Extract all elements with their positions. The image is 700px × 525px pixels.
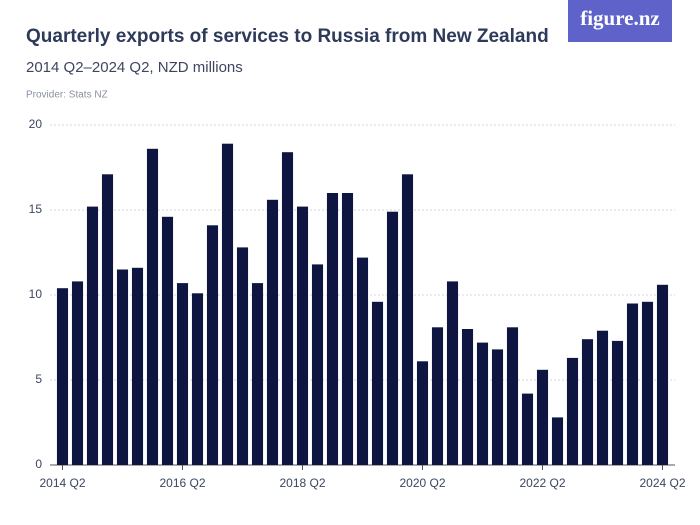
bar — [161, 216, 174, 465]
bar — [581, 339, 594, 465]
bar — [491, 349, 504, 465]
x-tick-label: 2020 Q2 — [399, 476, 445, 490]
bar — [536, 369, 549, 465]
bar — [566, 357, 579, 465]
y-tick-label: 10 — [29, 287, 43, 301]
bar — [176, 283, 189, 465]
bar — [56, 288, 69, 465]
bar — [86, 206, 99, 465]
bar — [311, 264, 324, 465]
bar — [236, 247, 249, 465]
bar — [356, 257, 369, 465]
bar — [71, 281, 84, 465]
bar — [296, 206, 309, 465]
bar — [146, 148, 159, 466]
bar — [611, 340, 624, 465]
y-tick-label: 5 — [35, 372, 42, 386]
bar — [251, 283, 264, 465]
bar — [431, 327, 444, 465]
bar — [206, 225, 219, 465]
bar — [641, 301, 654, 465]
bar — [116, 269, 129, 465]
chart-subtitle: 2014 Q2–2024 Q2, NZD millions — [26, 59, 243, 76]
bar — [266, 199, 279, 466]
bar — [551, 417, 564, 465]
bar — [626, 303, 639, 465]
x-tick-label: 2016 Q2 — [159, 476, 205, 490]
provider: Provider: Stats NZ — [26, 90, 108, 101]
bar — [506, 327, 519, 465]
bar — [131, 267, 144, 465]
bar — [326, 193, 339, 465]
bar — [101, 174, 114, 466]
y-tick-label: 15 — [29, 202, 43, 216]
bar — [191, 293, 204, 465]
bar — [596, 330, 609, 465]
bar — [461, 329, 474, 465]
x-tick-label: 2024 Q2 — [639, 476, 685, 490]
y-tick-label: 0 — [35, 457, 42, 471]
bar — [476, 342, 489, 465]
logo: figure.nz — [580, 6, 660, 30]
x-tick-label: 2018 Q2 — [279, 476, 325, 490]
bar — [386, 211, 399, 465]
bar — [656, 284, 669, 465]
y-tick-label: 20 — [29, 117, 43, 131]
x-tick-label: 2022 Q2 — [519, 476, 565, 490]
bar — [281, 152, 294, 465]
chart-title: Quarterly exports of services to Russia … — [26, 26, 549, 47]
bar — [401, 174, 414, 466]
bar — [446, 281, 459, 465]
logo-box — [568, 0, 672, 42]
bar — [371, 301, 384, 465]
bar — [221, 143, 234, 465]
x-tick-label: 2014 Q2 — [39, 476, 85, 490]
bar — [521, 393, 534, 465]
bar — [416, 361, 429, 465]
bar — [341, 193, 354, 465]
